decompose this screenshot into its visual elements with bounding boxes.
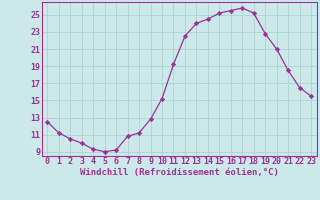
X-axis label: Windchill (Refroidissement éolien,°C): Windchill (Refroidissement éolien,°C) — [80, 168, 279, 177]
